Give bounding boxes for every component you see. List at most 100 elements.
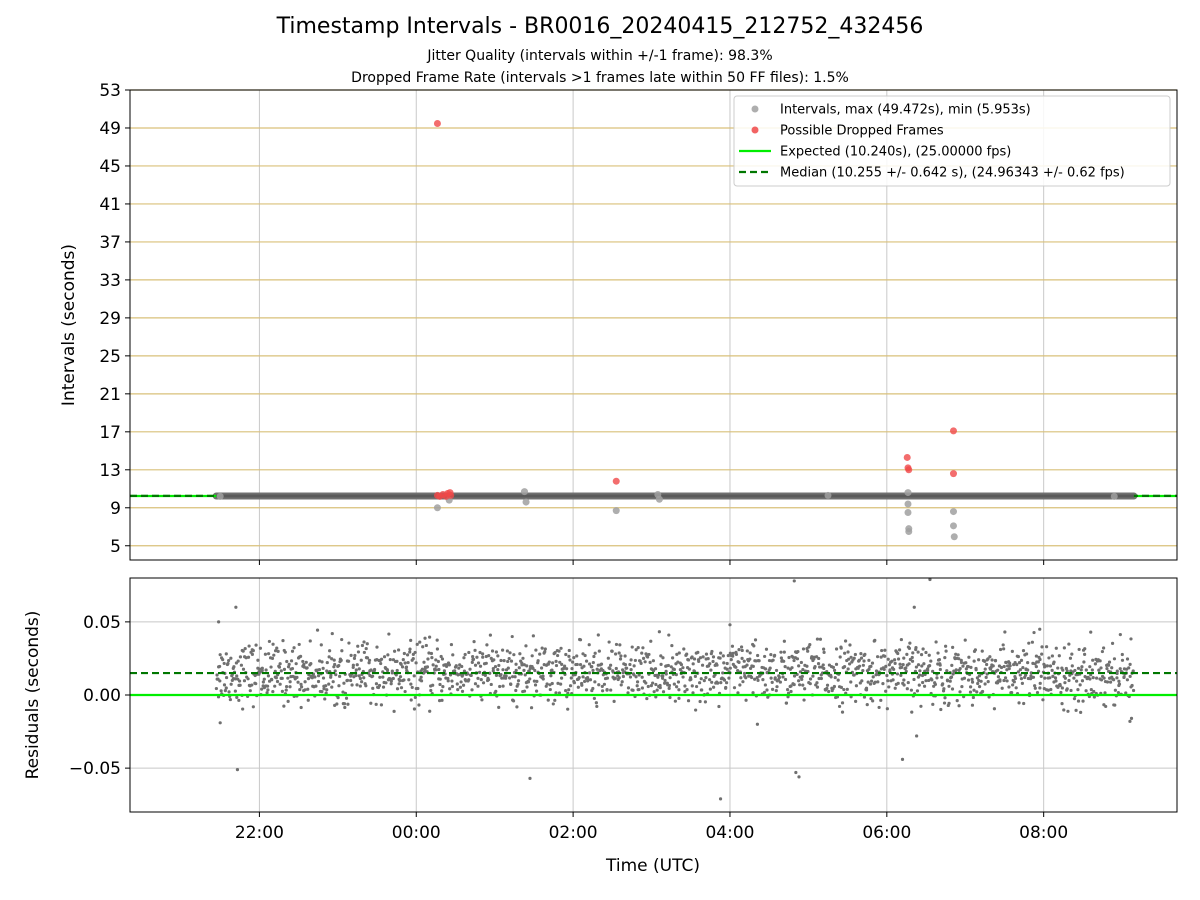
residual-point [448, 687, 452, 691]
residual-point [871, 699, 875, 703]
residual-point [386, 653, 390, 657]
residual-point [859, 656, 864, 660]
residual-point [646, 655, 650, 659]
residual-point [1031, 675, 1036, 679]
residual-point [961, 664, 965, 668]
residual-point [364, 684, 368, 688]
residual-point [1074, 708, 1078, 712]
residual-point [514, 688, 518, 693]
residual-point [1017, 701, 1021, 705]
residual-point [1051, 674, 1055, 678]
residual-point [437, 699, 442, 703]
residual-point [607, 640, 611, 644]
residual-point [362, 650, 366, 655]
residual-point [870, 661, 875, 665]
residual-point [411, 657, 415, 661]
residual-point [1084, 668, 1088, 672]
residual-point [633, 658, 637, 663]
residual-point [696, 650, 700, 654]
residual-point [829, 675, 833, 679]
residual-point [716, 681, 720, 685]
residual-outlier-point [528, 776, 532, 780]
residual-point [446, 679, 450, 683]
dropped-frame-point [447, 491, 455, 499]
residual-point [853, 652, 857, 657]
residual-point [304, 660, 308, 664]
residual-point [1089, 688, 1093, 692]
residual-point [649, 639, 653, 643]
residual-point [299, 682, 303, 686]
residual-point [359, 658, 363, 662]
residual-point [593, 651, 597, 655]
residual-point [730, 644, 735, 648]
residual-point [798, 683, 802, 687]
residual-point [898, 662, 902, 666]
residual-point [1080, 679, 1085, 683]
residual-point [685, 688, 689, 692]
residual-point [597, 683, 601, 687]
residual-point [831, 665, 835, 669]
residual-point [263, 652, 268, 656]
residual-point [977, 658, 981, 662]
residual-point [704, 676, 708, 680]
residual-point [1049, 687, 1053, 692]
residual-point [963, 638, 967, 642]
residual-point [902, 678, 906, 682]
residual-point [338, 674, 342, 678]
residual-point [294, 662, 298, 666]
residual-point [799, 660, 803, 665]
residual-point [471, 657, 476, 661]
residual-point [879, 698, 883, 702]
residual-point [1097, 668, 1101, 672]
residual-point [1041, 698, 1045, 702]
residual-point [505, 649, 510, 653]
residual-point [879, 655, 883, 659]
residual-point [659, 654, 663, 658]
residual-point [557, 649, 561, 653]
residual-point [487, 654, 491, 658]
y-tick-label: 53 [99, 81, 121, 101]
residual-point [1047, 656, 1051, 660]
residual-point [990, 658, 994, 662]
residual-point [501, 668, 505, 672]
residual-point [964, 667, 968, 671]
residual-point [1130, 683, 1134, 688]
residual-point [1011, 683, 1015, 687]
residual-point [218, 664, 222, 669]
residual-point [1008, 661, 1012, 665]
residual-point [488, 633, 492, 637]
residual-point [565, 667, 569, 671]
residual-point [938, 667, 942, 672]
residual-point [859, 652, 863, 656]
residual-point [238, 683, 242, 687]
residual-point [254, 643, 258, 647]
residual-point [507, 676, 512, 680]
residual-point [469, 673, 473, 678]
residual-point [628, 675, 633, 679]
residual-point [875, 655, 880, 659]
residual-point [632, 673, 636, 677]
residual-point [637, 673, 641, 677]
residual-point [580, 683, 584, 687]
residual-point [708, 687, 712, 691]
residual-point [483, 673, 487, 677]
residual-point [591, 660, 595, 665]
residual-point [409, 638, 413, 642]
residual-point [1060, 702, 1064, 706]
residual-point [748, 657, 752, 661]
residual-point [812, 655, 816, 659]
residual-point [570, 667, 574, 671]
residual-point [924, 650, 928, 655]
residual-point [1110, 641, 1115, 646]
residual-point [309, 661, 313, 666]
residual-point [551, 702, 555, 706]
residual-point [954, 652, 958, 656]
residual-point [280, 689, 284, 693]
residual-point [1000, 686, 1004, 690]
residual-point [854, 699, 858, 703]
residual-point [475, 655, 479, 659]
residual-point [551, 661, 555, 665]
y-tick-label: −0.05 [69, 759, 121, 779]
residual-point [694, 684, 699, 689]
residual-point [588, 678, 593, 682]
